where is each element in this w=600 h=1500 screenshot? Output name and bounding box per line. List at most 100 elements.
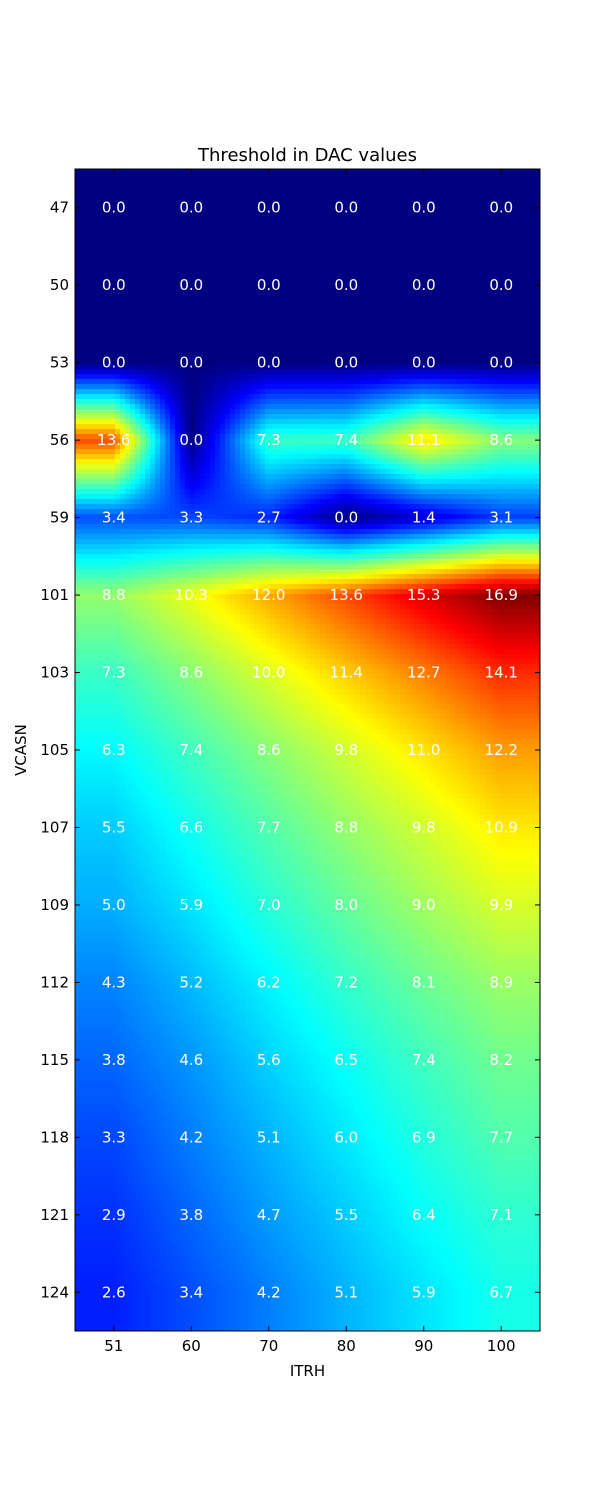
heatmap-cell [360,269,366,275]
heatmap-cell [305,314,311,320]
heatmap-cell [120,379,126,385]
heatmap-cell [130,339,136,345]
heatmap-cell [260,339,266,345]
heatmap-cell [360,284,366,290]
heatmap-cell [530,359,536,365]
heatmap-cell [180,309,186,315]
heatmap-cell [190,374,196,380]
heatmap-cell [450,269,456,275]
heatmap-cell [110,254,116,260]
heatmap-cell [425,169,431,175]
heatmap-cell [120,179,126,185]
heatmap-cell [290,254,296,260]
heatmap-cell [450,334,456,340]
heatmap-cell [265,189,271,195]
heatmap-cell [200,249,206,255]
heatmap-cell [90,304,96,310]
heatmap-cell [215,419,221,425]
heatmap-cell [90,294,96,300]
heatmap-cell [165,314,171,320]
heatmap-cell [315,394,321,400]
heatmap-cell [320,199,326,205]
heatmap-cell [530,264,536,270]
heatmap-cell [130,429,136,435]
heatmap-cell [80,219,86,225]
heatmap-cell [200,244,206,250]
heatmap-cell [470,234,476,240]
heatmap-cell [270,409,276,415]
heatmap-cell [320,364,326,370]
heatmap-cell [325,429,331,435]
heatmap-cell [515,274,521,280]
heatmap-cell [290,284,296,290]
heatmap-cell [380,379,386,385]
heatmap-cell [190,249,196,255]
heatmap-cell [240,239,246,245]
heatmap-cell [295,374,301,380]
heatmap-cell [460,414,466,420]
heatmap-cell [440,424,446,430]
heatmap-cell [75,389,81,395]
heatmap-cell [500,414,506,420]
heatmap-cell [345,174,351,180]
heatmap-cell [120,184,126,190]
heatmap-cell [515,364,521,370]
heatmap-cell [410,324,416,330]
heatmap-cell [260,399,266,405]
heatmap-cell [380,244,386,250]
heatmap-cell [130,234,136,240]
heatmap-cell [230,404,236,410]
heatmap-cell [420,314,426,320]
heatmap-cell [110,264,116,270]
heatmap-cell [510,179,516,185]
heatmap-cell [365,209,371,215]
heatmap-cell [460,379,466,385]
heatmap-cell [220,294,226,300]
heatmap-cell [340,424,346,430]
heatmap-cell [345,294,351,300]
heatmap-cell [165,384,171,390]
heatmap-cell [115,174,121,180]
heatmap-cell [160,174,166,180]
heatmap-cell [325,319,331,325]
heatmap-cell [355,299,361,305]
heatmap-cell [210,364,216,370]
heatmap-cell [95,214,101,220]
heatmap-cell [325,269,331,275]
heatmap-cell [165,394,171,400]
heatmap-cell [220,219,226,225]
heatmap-cell [230,279,236,285]
heatmap-cell [430,179,436,185]
heatmap-cell [340,404,346,410]
heatmap-cell [325,394,331,400]
heatmap-cell [390,324,396,330]
heatmap-cell [350,169,356,175]
heatmap-cell [200,309,206,315]
heatmap-cell [100,219,106,225]
heatmap-cell [510,379,516,385]
heatmap-cell [150,414,156,420]
heatmap-cell [110,259,116,265]
heatmap-cell [445,229,451,235]
heatmap-cell [360,319,366,325]
heatmap-cell [195,334,201,340]
heatmap-cell [295,249,301,255]
heatmap-cell [530,394,536,400]
heatmap-cell [165,389,171,395]
heatmap-cell [250,324,256,330]
heatmap-cell [90,189,96,195]
heatmap-cell [145,209,151,215]
heatmap-cell [80,284,86,290]
heatmap-cell [520,399,526,405]
heatmap-cell [230,359,236,365]
heatmap-cell [485,324,491,330]
heatmap-cell [475,199,481,205]
heatmap-cell [230,339,236,345]
heatmap-cell [430,249,436,255]
heatmap-cell [270,189,276,195]
heatmap-cell [435,244,441,250]
heatmap-cell [350,339,356,345]
heatmap-cell [150,239,156,245]
heatmap-cell [145,324,151,330]
heatmap-cell [295,284,301,290]
